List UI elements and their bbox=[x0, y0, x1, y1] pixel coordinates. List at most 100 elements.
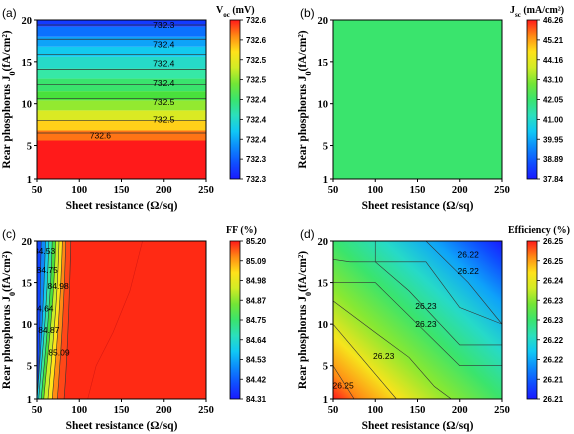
contour-line bbox=[38, 241, 50, 399]
y-tick-label: 10 bbox=[22, 320, 33, 331]
color-band bbox=[37, 91, 206, 101]
colorbar: 26.25 26.25 26.24 26.23 26.23 26.22 26.22 26.21… bbox=[508, 225, 570, 404]
y-axis-label: Rear phosphorus J0(fA/cm²) bbox=[297, 251, 313, 389]
y-tick-label: 5 bbox=[27, 142, 32, 153]
contour-label: 732.5 bbox=[153, 115, 175, 125]
y-axis-label: Rear phosphorus J0(fA/cm²) bbox=[1, 251, 17, 389]
contour-label: 26.23 bbox=[373, 351, 395, 361]
colorbar-tick-label: 26.22 bbox=[543, 336, 564, 345]
colorbar-tick-label: 37.84 bbox=[543, 175, 564, 184]
contour-label: 732.3 bbox=[153, 20, 175, 30]
y-tick-label: 5 bbox=[323, 362, 328, 373]
colorbar-tick-label: 84.98 bbox=[246, 277, 267, 286]
colorbar-tick-label: 26.25 bbox=[543, 237, 564, 246]
x-tick-label: 250 bbox=[198, 185, 214, 196]
colorbar-tick-label: 732.3 bbox=[246, 175, 267, 184]
colorbar-tick-label: 42.05 bbox=[543, 96, 564, 105]
colorbar-tick-label: 84.42 bbox=[246, 375, 267, 384]
contour-label: 732.4 bbox=[153, 39, 175, 49]
colorbar-title: FF (%) bbox=[226, 225, 257, 236]
contour-line bbox=[87, 241, 143, 399]
x-tick-label: 250 bbox=[494, 405, 510, 416]
x-tick-label: 100 bbox=[71, 405, 87, 416]
heatmap-area: 26.22 26.22 26.23 26.23 26.23 26.25 bbox=[333, 241, 502, 399]
colorbar-title: Jsc (mA/cm²) bbox=[510, 5, 564, 19]
x-tick-label: 150 bbox=[114, 405, 130, 416]
y-tick-label: 1 bbox=[27, 175, 32, 186]
colorbar-tick-label: 732.5 bbox=[246, 76, 267, 85]
colorbar-tick-label: 732.5 bbox=[246, 56, 267, 65]
x-tick-label: 150 bbox=[410, 185, 426, 196]
color-band bbox=[37, 20, 206, 27]
y-tick-label: 15 bbox=[22, 279, 33, 290]
color-band bbox=[37, 140, 206, 179]
colorbar-tick-label: 26.25 bbox=[543, 257, 564, 266]
y-axis-label: Rear phosphorus J0(fA/cm²) bbox=[1, 30, 17, 168]
contour-line bbox=[37, 241, 46, 399]
colorbar-tick-label: 26.24 bbox=[543, 277, 564, 286]
colorbar-tick-label: 85.20 bbox=[246, 237, 267, 246]
colorbar-gradient bbox=[229, 19, 241, 180]
contour-label: 84.75 bbox=[36, 265, 58, 275]
color-field bbox=[333, 20, 502, 179]
contour-label: 732.5 bbox=[153, 97, 175, 107]
colorbar-tick-label: 26.23 bbox=[543, 316, 564, 325]
colorbar-tick-label: 84.31 bbox=[246, 395, 267, 404]
y-tick-label: 15 bbox=[318, 279, 329, 290]
color-band bbox=[37, 110, 206, 121]
x-tick-label: 250 bbox=[198, 405, 214, 416]
contour-line bbox=[425, 241, 502, 325]
panel-d: 26.22 26.22 26.23 26.23 26.23 26.25 50 100 150 20… bbox=[297, 225, 570, 432]
heatmap-area: 732.3 732.4 732.4 732.4 732.5 732.5 732.6 bbox=[37, 20, 206, 179]
contour-line bbox=[40, 241, 53, 399]
x-tick-label: 200 bbox=[452, 185, 468, 196]
x-tick-label: 100 bbox=[71, 185, 87, 196]
colorbar-tick-label: 44.16 bbox=[543, 56, 564, 65]
contour-line bbox=[333, 365, 355, 399]
panel-a: 732.3 732.4 732.4 732.4 732.5 732.5 732.6 50 100… bbox=[1, 5, 267, 212]
color-band bbox=[37, 56, 206, 69]
heatmap-area: 84.53 84.75 84.98 84.64 84.87 85.09 bbox=[32, 241, 206, 399]
colorbar-tick-label: 732.6 bbox=[246, 36, 267, 45]
contour-line bbox=[51, 241, 63, 399]
panel-c: 84.53 84.75 84.98 84.64 84.87 85.09 50 100 150 20… bbox=[1, 225, 267, 432]
contour-label: 732.6 bbox=[90, 130, 112, 140]
x-tick-label: 200 bbox=[452, 405, 468, 416]
colorbar-tick-label: 45.21 bbox=[543, 36, 564, 45]
colorbar-tick-label: 26.21 bbox=[543, 395, 564, 404]
color-field bbox=[333, 241, 502, 399]
contour-line bbox=[374, 241, 502, 325]
colorbar-tick-label: 46.26 bbox=[543, 16, 564, 25]
x-axis-label: Sheet resistance (Ω/sq) bbox=[66, 420, 178, 432]
colorbar-tick-label: 84.75 bbox=[246, 316, 267, 325]
colorbar: 85.20 85.09 84.98 84.87 84.75 84.64 84.53 84.42… bbox=[226, 225, 267, 404]
colorbar-title: Efficiency (%) bbox=[508, 225, 570, 236]
colorbar-tick-label: 85.09 bbox=[246, 257, 267, 266]
colorbar: 46.26 45.21 44.16 43.10 42.05 41.00 39.95 38.89… bbox=[510, 5, 564, 184]
x-tick-label: 100 bbox=[367, 405, 383, 416]
y-axis-label: Rear phosphorus J0(fA/cm²) bbox=[297, 30, 313, 168]
y-tick-label: 10 bbox=[318, 320, 329, 331]
x-tick-label: 200 bbox=[156, 405, 172, 416]
colorbar-tick-label: 26.23 bbox=[543, 296, 564, 305]
contour-label: 26.22 bbox=[458, 266, 480, 276]
y-tick-label: 15 bbox=[22, 58, 33, 69]
contour-line bbox=[333, 258, 502, 346]
y-tick-label: 15 bbox=[318, 58, 329, 69]
colorbar-tick-label: 43.10 bbox=[543, 76, 564, 85]
colorbar-tick-label: 26.22 bbox=[543, 356, 564, 365]
panel-label: (b) bbox=[300, 6, 315, 20]
contour-line bbox=[63, 241, 72, 399]
x-tick-label: 150 bbox=[114, 185, 130, 196]
color-band bbox=[37, 36, 206, 47]
colorbar-tick-label: 84.64 bbox=[246, 336, 267, 345]
y-tick-label: 10 bbox=[22, 100, 33, 111]
colorbar-tick-label: 732.4 bbox=[246, 135, 267, 144]
y-tick-label: 20 bbox=[318, 16, 329, 27]
y-tick-label: 10 bbox=[318, 100, 329, 111]
color-band bbox=[37, 120, 206, 131]
contour-label: 84.87 bbox=[38, 325, 60, 335]
x-axis-label: Sheet resistance (Ω/sq) bbox=[362, 200, 474, 212]
contour-label: 84.64 bbox=[32, 303, 54, 313]
